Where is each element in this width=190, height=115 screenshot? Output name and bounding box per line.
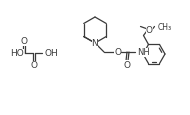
Text: O: O: [115, 48, 121, 57]
Text: O: O: [124, 60, 131, 69]
Text: OH: OH: [44, 49, 58, 58]
Text: HO: HO: [10, 49, 24, 58]
Text: O: O: [31, 61, 37, 70]
Text: NH: NH: [138, 48, 150, 57]
Text: CH₃: CH₃: [158, 23, 172, 32]
Text: O: O: [146, 26, 153, 35]
Text: O: O: [21, 37, 28, 46]
Text: N: N: [92, 39, 98, 48]
